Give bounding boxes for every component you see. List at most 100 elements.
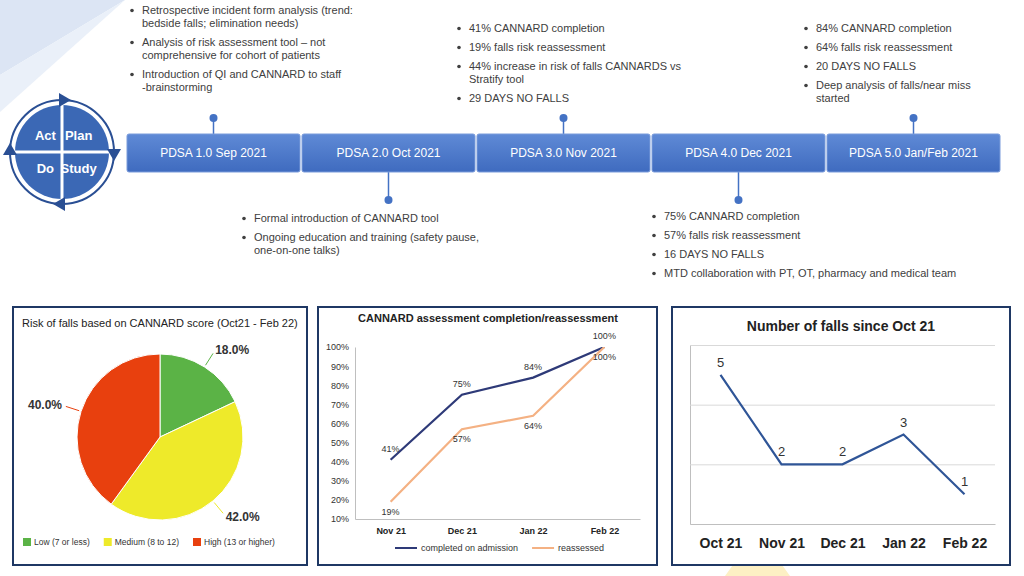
text-line: 16 DAYS NO FALLS xyxy=(664,248,764,260)
bullet-dot xyxy=(130,73,134,77)
cycle-label: Study xyxy=(61,161,98,176)
timeline-dot xyxy=(560,114,568,122)
bullet-dot xyxy=(804,27,808,31)
legend-swatch xyxy=(395,547,417,549)
legend-label: High (13 or higher) xyxy=(204,537,275,547)
bullet-dot xyxy=(242,236,246,240)
x-tick-label: Jan 22 xyxy=(882,535,926,551)
bullet-text: 20 DAYS NO FALLS xyxy=(816,60,916,72)
text-line: one-on-one talks) xyxy=(254,244,340,256)
data-label: 19% xyxy=(382,507,400,517)
legend: Low (7 or less)Medium (8 to 12)High (13 … xyxy=(23,537,275,547)
data-labels: 41%75%84%100%19%57%64%100% xyxy=(382,331,616,517)
y-axis-line xyxy=(355,348,356,520)
y-tick: 80% xyxy=(331,381,355,391)
data-line xyxy=(721,375,965,494)
data-label: 1 xyxy=(961,474,968,489)
y-tick-label: 90% xyxy=(331,361,349,371)
cycle-quadrant xyxy=(15,152,62,199)
chart-title: Risk of falls based on CANNARD score (Oc… xyxy=(22,317,298,329)
timeline-segment xyxy=(477,134,650,172)
y-tick-label: 50% xyxy=(331,438,349,448)
x-axis-line xyxy=(356,519,641,520)
pie-slices: 18.0%42.0%40.0% xyxy=(28,343,260,523)
grid-line xyxy=(690,405,995,406)
x-tick: Jan 22 xyxy=(882,535,926,551)
x-axis-line xyxy=(691,524,996,525)
bullet-dot xyxy=(457,97,461,101)
text-line: MTD collaboration with PT, OT, pharmacy … xyxy=(664,267,956,279)
y-tick: 10% xyxy=(331,514,355,524)
x-tick-label: Nov 21 xyxy=(376,526,406,536)
bullet-text: Retrospective incident form analysis (tr… xyxy=(142,4,353,29)
bullet-text: 41% CANNARD completion xyxy=(469,22,605,34)
text-line: 64% falls risk reassessment xyxy=(816,41,952,53)
cycle-quadrant xyxy=(15,105,62,152)
y-tick xyxy=(690,524,995,525)
y-tick: 100% xyxy=(326,342,355,352)
y-tick: 40% xyxy=(331,457,355,467)
timeline-connector xyxy=(738,172,740,200)
data-label: 100% xyxy=(593,331,616,341)
timeline-segment xyxy=(302,134,475,172)
cycle-arrow xyxy=(53,197,65,211)
data-label: 40.0% xyxy=(28,398,62,412)
x-tick: Feb 22 xyxy=(943,535,988,551)
timeline-label: PDSA 1.0 Sep 2021 xyxy=(160,146,267,160)
cycle-ring xyxy=(10,100,114,204)
legend-swatch xyxy=(23,538,31,546)
timeline-segment xyxy=(652,134,825,172)
bullet-text: 84% CANNARD completion xyxy=(816,22,952,34)
data-label: 5 xyxy=(717,355,724,370)
y-tick-label: 100% xyxy=(326,342,349,352)
chart-title: Number of falls since Oct 21 xyxy=(747,318,935,334)
text-line: Ongoing education and training (safety p… xyxy=(254,231,479,243)
bullet-dot xyxy=(804,84,808,88)
plot-area xyxy=(721,375,965,494)
bullet-dot xyxy=(457,46,461,50)
timeline-label: PDSA 4.0 Dec 2021 xyxy=(685,146,792,160)
text-line: 20 DAYS NO FALLS xyxy=(816,60,916,72)
text-line: Deep analysis of falls/near miss xyxy=(816,79,971,91)
label-leader xyxy=(214,502,223,513)
plot-area xyxy=(391,347,605,502)
data-label: 3 xyxy=(900,415,907,430)
text-line: bedside falls; elimination needs) xyxy=(142,17,299,29)
bullet-dot xyxy=(652,215,656,219)
x-tick: Jan 22 xyxy=(520,526,548,536)
x-tick-label: Oct 21 xyxy=(700,535,743,551)
label-leader xyxy=(206,353,214,365)
y-tick-label: 10% xyxy=(331,514,349,524)
poster: ActPlanStudyDoPDSA 1.0 Sep 2021Retrospec… xyxy=(0,0,1024,576)
x-axis: Nov 21Dec 21Jan 22Feb 22 xyxy=(356,520,641,537)
x-tick-label: Feb 22 xyxy=(943,535,988,551)
y-tick xyxy=(690,345,995,346)
bullet-text: 75% CANNARD completion xyxy=(664,210,800,222)
line-chart: Number of falls since Oct 21Oct 21Nov 21… xyxy=(672,307,1010,565)
y-tick-label: 40% xyxy=(331,457,349,467)
text-line: 44% increase in risk of falls CANNARDS v… xyxy=(469,60,682,72)
data-label: 18.0% xyxy=(215,343,249,357)
x-tick: Nov 21 xyxy=(376,526,406,536)
chart-title: CANNARD assessment completion/reassessme… xyxy=(358,312,618,324)
data-label: 2 xyxy=(778,444,785,459)
text-line: 19% falls risk reassessment xyxy=(469,41,605,53)
cycle-label: Do xyxy=(37,161,54,176)
text-line: 29 DAYS NO FALLS xyxy=(469,92,569,104)
text-line: 84% CANNARD completion xyxy=(816,22,952,34)
y-axis xyxy=(690,346,995,525)
legend-label: Medium (8 to 12) xyxy=(115,537,179,547)
cycle-label: Plan xyxy=(65,128,93,143)
bullet-text: 64% falls risk reassessment xyxy=(816,41,952,53)
x-axis: Oct 21Nov 21Dec 21Jan 22Feb 22 xyxy=(691,525,996,551)
bullet-dot xyxy=(804,46,808,50)
bullet-dot xyxy=(130,41,134,45)
grid-line xyxy=(690,345,995,346)
line-chart: CANNARD assessment completion/reassessme… xyxy=(318,307,657,565)
bullet-text: Analysis of risk assessment tool – notco… xyxy=(142,36,325,61)
cycle-arrow xyxy=(59,93,71,107)
data-labels: 52231 xyxy=(717,355,968,489)
text-line: started xyxy=(816,92,850,104)
text-line: -brainstorming xyxy=(142,81,212,93)
bullet-text: MTD collaboration with PT, OT, pharmacy … xyxy=(664,267,956,279)
